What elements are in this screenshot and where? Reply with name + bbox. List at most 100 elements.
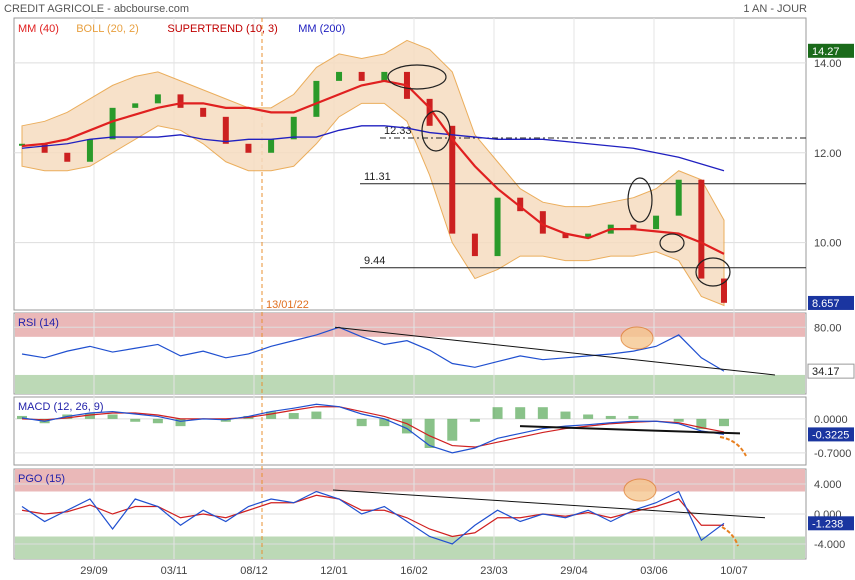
last-value-label: 34.17 <box>812 366 840 378</box>
indicator-line <box>21 490 725 545</box>
macd-histogram-bar <box>84 413 95 419</box>
price-candle <box>177 94 184 108</box>
macd-histogram-bar <box>130 418 141 422</box>
last-price-label: 8.657 <box>812 298 840 310</box>
price-candle <box>494 197 501 257</box>
last-value-tag <box>808 427 854 442</box>
pgo-peak-marker <box>623 478 657 502</box>
macd-histogram-bar <box>719 418 729 427</box>
macd-projection-arrow <box>719 436 747 457</box>
x-tick-label: 12/01 <box>320 565 348 577</box>
last-value-tag <box>807 363 855 379</box>
y-tick-label: 0.0000 <box>814 414 848 426</box>
indicator-line <box>21 326 725 372</box>
macd-histogram-bar <box>266 411 277 419</box>
support-level-label: 11.31 <box>364 171 391 183</box>
price-candle <box>539 211 546 234</box>
macd-histogram-bar <box>560 411 571 419</box>
rsi-overbought-zone <box>15 313 805 337</box>
chart-title: CREDIT AGRICOLE - abcbourse.com <box>4 3 190 15</box>
legend-item: BOLL (20, 2) <box>76 23 139 35</box>
price-candle <box>381 71 388 81</box>
price-candle <box>64 152 71 162</box>
macd-histogram-bar <box>288 413 299 419</box>
price-candle <box>471 233 478 257</box>
price-candle <box>19 143 25 146</box>
current-price-label: 14.27 <box>812 46 840 58</box>
last-value-label: -0.3225 <box>812 429 849 441</box>
y-tick-label: 80.00 <box>814 322 842 334</box>
macd-histogram-bar <box>673 418 684 422</box>
legend-item: SUPERTREND (10, 3) <box>167 23 277 35</box>
price-candle <box>86 139 93 162</box>
rsi-oversold-zone <box>15 374 805 394</box>
indicator-title: MACD (12, 26, 9) <box>18 401 104 413</box>
chart-period: 1 AN - JOUR <box>743 3 807 15</box>
price-candle <box>449 125 456 234</box>
x-tick-label: 08/12 <box>240 565 268 577</box>
annotation-ellipse <box>387 64 447 90</box>
y-tick-label: 14.00 <box>814 58 842 70</box>
x-tick-label: 29/04 <box>560 565 588 577</box>
macd-histogram-bar <box>152 418 163 424</box>
x-tick-label: 10/07 <box>720 565 748 577</box>
x-tick-label: 03/11 <box>161 565 188 577</box>
y-tick-label: 4.000 <box>814 479 842 491</box>
price-candle <box>109 107 116 140</box>
support-level-label: 9.44 <box>364 255 385 267</box>
macd-histogram-bar <box>515 407 526 419</box>
price-candle <box>313 80 320 117</box>
macd-histogram-bar <box>356 418 367 427</box>
annotation-ellipse <box>695 257 731 287</box>
rsi-peak-marker <box>620 326 654 350</box>
macd-trendline <box>519 425 741 435</box>
ma40-line <box>21 79 725 255</box>
macd-histogram-bar <box>401 418 412 434</box>
macd-histogram-bar <box>605 415 616 419</box>
price-candle <box>721 278 727 303</box>
macd-histogram-bar <box>379 418 390 427</box>
price-candle <box>358 71 365 81</box>
last-price-tag <box>808 295 854 310</box>
rsi-trendline <box>334 326 776 376</box>
price-candle <box>585 233 592 239</box>
macd-histogram-bar <box>537 407 548 419</box>
price-candle <box>290 116 297 140</box>
price-candle <box>698 179 705 279</box>
indicator-title: PGO (15) <box>18 473 65 485</box>
price-candle <box>245 143 252 153</box>
legend-item: MM (40) <box>18 23 59 35</box>
annotation-ellipse <box>421 110 451 152</box>
x-tick-label: 16/02 <box>400 565 428 577</box>
price-candle <box>426 98 433 126</box>
macd-histogram-bar <box>628 415 639 419</box>
price-candle <box>517 197 524 212</box>
y-tick-label: 10.00 <box>814 238 842 250</box>
macd-histogram-bar <box>696 418 707 430</box>
annotation-ellipse <box>627 177 653 223</box>
macd-histogram-bar <box>447 418 458 441</box>
y-tick-label: -0.7000 <box>814 448 851 460</box>
x-tick-label: 23/03 <box>480 565 508 577</box>
y-tick-label: 12.00 <box>814 148 842 160</box>
price-candle <box>222 116 229 144</box>
current-price-tag <box>808 43 854 58</box>
macd-histogram-bar <box>492 407 503 419</box>
macd-histogram-bar <box>311 411 322 419</box>
x-tick-label: 29/09 <box>80 565 108 577</box>
price-candle <box>268 139 275 153</box>
annotation-ellipse <box>659 233 685 253</box>
price-candle <box>653 215 660 230</box>
indicator-title: RSI (14) <box>18 317 59 329</box>
last-value-tag <box>808 516 854 531</box>
legend-item: MM (200) <box>298 23 345 35</box>
price-candle <box>630 224 637 230</box>
macd-histogram-bar <box>17 415 27 419</box>
bollinger-band <box>21 39 725 307</box>
price-candle <box>132 103 139 108</box>
price-candle <box>336 71 343 81</box>
macd-histogram-bar <box>107 414 118 419</box>
pgo-trendline <box>332 489 766 519</box>
y-tick-label: -4.000 <box>814 539 845 551</box>
indicator-line <box>21 406 725 448</box>
